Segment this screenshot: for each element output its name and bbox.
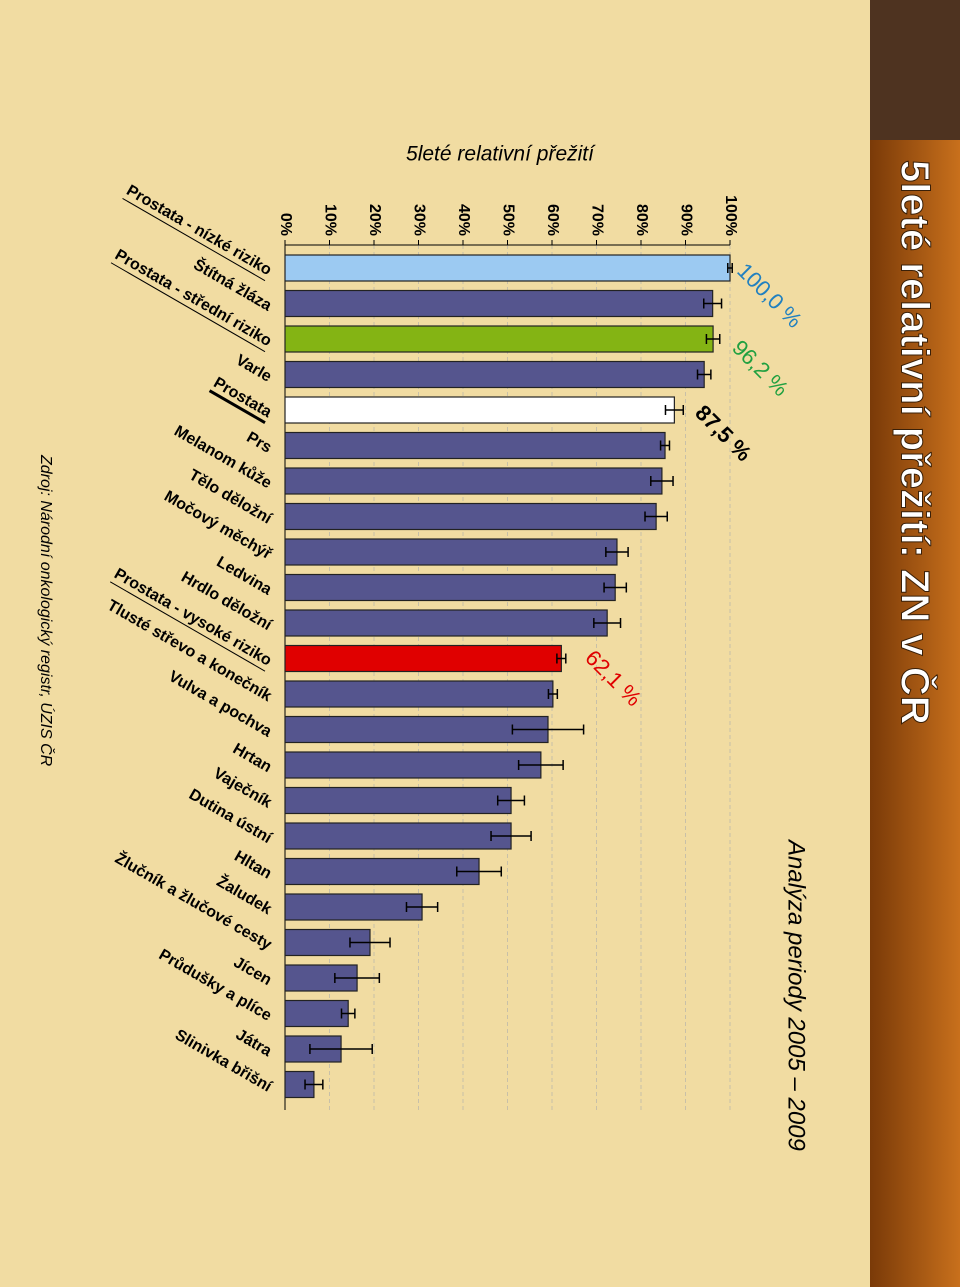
bar bbox=[284, 467, 663, 495]
y-tick-label: 20% bbox=[366, 204, 383, 236]
label-underline bbox=[110, 262, 266, 353]
subtitle: Analýza periody 2005 – 2009 bbox=[783, 838, 810, 1151]
bar bbox=[284, 431, 666, 460]
bar bbox=[284, 680, 554, 708]
bar bbox=[284, 893, 423, 921]
y-tick-label: 80% bbox=[633, 204, 650, 236]
bar bbox=[284, 609, 608, 637]
y-tick-label: 90% bbox=[677, 204, 694, 236]
y-tick-label: 100% bbox=[722, 195, 739, 236]
header-bar bbox=[870, 0, 960, 1287]
y-tick-label: 50% bbox=[499, 204, 516, 236]
bar bbox=[284, 751, 542, 779]
slide-title: 5leté relativní přežití: ZN v ČR bbox=[892, 160, 938, 725]
label-underline bbox=[122, 197, 266, 282]
y-tick-label: 40% bbox=[455, 204, 472, 236]
bar bbox=[284, 289, 714, 318]
bar bbox=[284, 857, 480, 886]
bar bbox=[284, 360, 705, 389]
chart-title: 5leté relativní přežití bbox=[406, 143, 596, 166]
bar bbox=[284, 396, 675, 424]
bar bbox=[284, 786, 512, 815]
bar bbox=[284, 325, 714, 353]
y-tick-label: 30% bbox=[410, 204, 427, 236]
source: Zdroj: Národní onkologický registr, ÚZIS… bbox=[37, 454, 56, 767]
y-tick-label: 70% bbox=[588, 204, 605, 236]
bar bbox=[284, 715, 549, 744]
header-photo bbox=[870, 0, 960, 140]
bar bbox=[284, 999, 349, 1028]
bar bbox=[284, 573, 616, 602]
bar bbox=[284, 538, 618, 566]
bar bbox=[284, 502, 657, 531]
y-tick-label: 60% bbox=[544, 204, 561, 236]
bar bbox=[284, 254, 731, 282]
label-underline bbox=[109, 581, 266, 672]
y-tick-label: 10% bbox=[321, 204, 338, 236]
bar bbox=[284, 644, 562, 673]
bar bbox=[284, 822, 512, 850]
label-underline bbox=[208, 389, 266, 424]
y-tick-label: 0% bbox=[277, 213, 294, 236]
